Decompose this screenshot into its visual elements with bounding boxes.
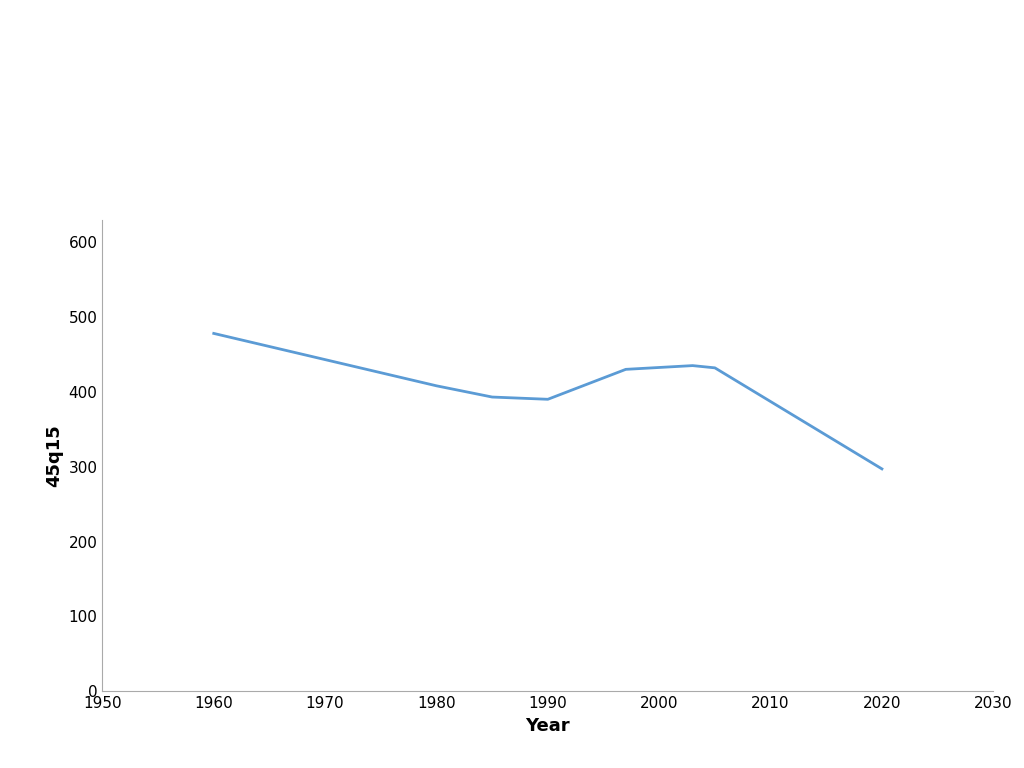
X-axis label: Year: Year xyxy=(525,717,570,735)
Text: between 15 and 60 Years of Age: between 15 and 60 Years of Age xyxy=(196,141,828,175)
Text: Adult Mortality: Probability of Dying: Adult Mortality: Probability of Dying xyxy=(156,81,868,115)
Y-axis label: 45q15: 45q15 xyxy=(45,424,63,487)
